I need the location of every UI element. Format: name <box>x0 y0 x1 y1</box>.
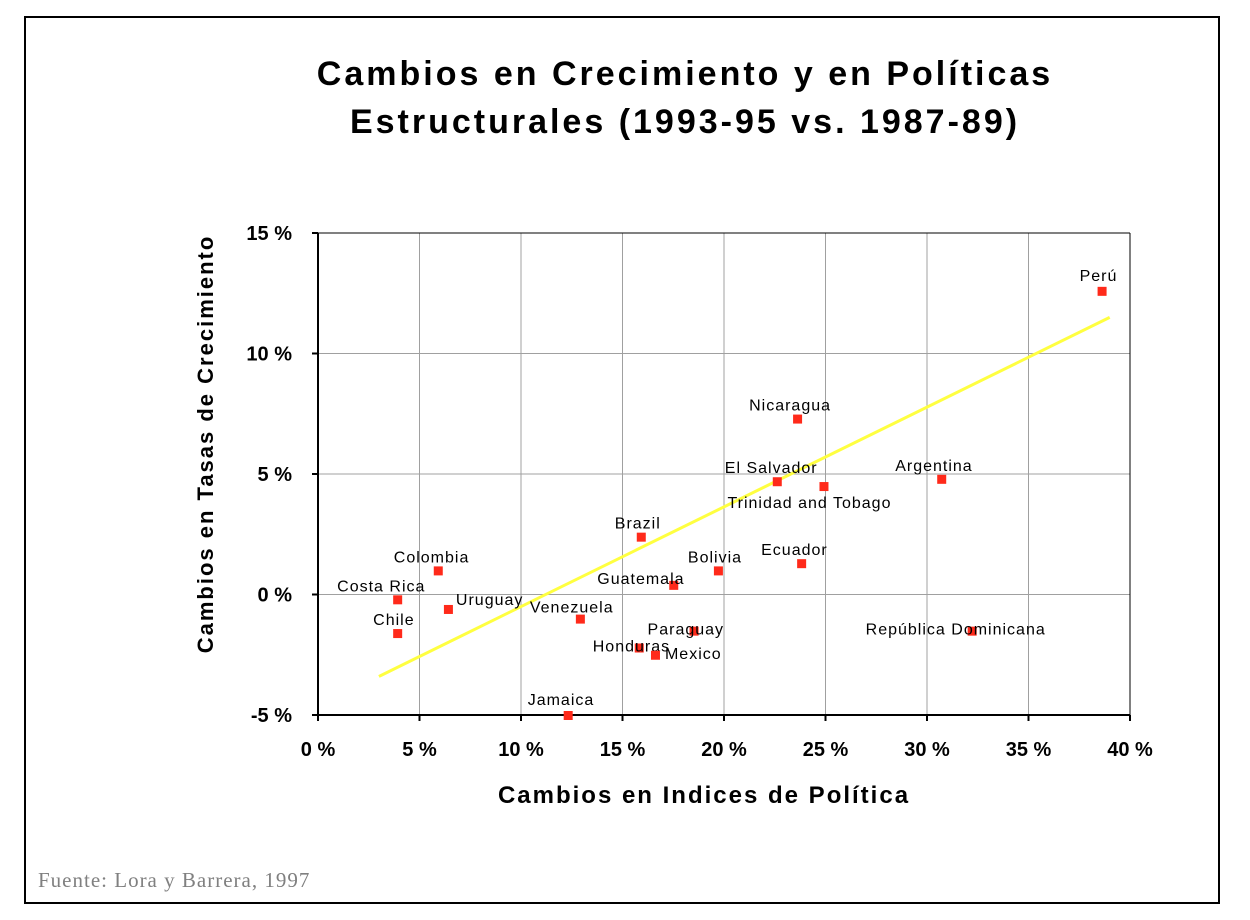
data-point-el-salvador <box>772 477 782 487</box>
point-label-colombia: Colombia <box>394 549 470 566</box>
data-point-costa-rica <box>393 595 403 605</box>
data-point-per- <box>1097 286 1107 296</box>
data-point-venezuela <box>575 614 585 624</box>
point-label-honduras: Honduras <box>593 639 670 656</box>
source-note: Fuente: Lora y Barrera, 1997 <box>38 868 311 892</box>
x-tick-label: 20 % <box>701 739 747 761</box>
x-tick-label: 10 % <box>498 739 544 761</box>
x-tick-label: 15 % <box>600 739 646 761</box>
x-tick-label: 30 % <box>904 739 950 761</box>
point-label-paraguay: Paraguay <box>648 622 725 639</box>
point-label-costa-rica: Costa Rica <box>337 578 425 595</box>
data-point-paraguay <box>689 626 699 636</box>
point-label-jamaica: Jamaica <box>528 692 595 709</box>
x-tick-label: 40 % <box>1107 739 1153 761</box>
data-point-argentina <box>937 474 947 484</box>
point-label-ecuador: Ecuador <box>761 542 828 559</box>
data-point-bolivia <box>713 566 723 576</box>
chart-title-line-2: Estructurales (1993-95 vs. 1987-89) <box>349 103 1021 141</box>
point-label-nicaragua: Nicaragua <box>749 398 831 415</box>
data-point-mexico <box>650 650 660 660</box>
y-tick-label: 10 % <box>246 344 292 366</box>
y-tick-label: 0 % <box>258 585 293 607</box>
x-tick-label: 5 % <box>402 739 437 761</box>
point-label-uruguay: Uruguay <box>456 592 523 609</box>
x-tick-label: 35 % <box>1006 739 1052 761</box>
chart-title: Cambios en Crecimiento y en Políticas Es… <box>0 50 1250 146</box>
point-label-brazil: Brazil <box>615 516 661 533</box>
y-tick-label: -5 % <box>251 705 292 727</box>
y-tick-label: 15 % <box>246 223 292 245</box>
x-axis-title: Cambios en Indices de Política <box>498 782 910 809</box>
point-label-chile: Chile <box>373 612 414 629</box>
point-label-rep-blica-dominicana: República Dominicana <box>866 622 1046 639</box>
data-point-trinidad-and-tobago <box>819 482 829 492</box>
point-label-guatemala: Guatemala <box>597 571 684 588</box>
y-axis-title: Cambios en Tasas de Crecimiento <box>193 235 218 654</box>
point-label-venezuela: Venezuela <box>530 600 614 617</box>
data-point-nicaragua <box>793 414 803 424</box>
data-point-jamaica <box>563 711 573 720</box>
data-point-colombia <box>433 566 443 576</box>
trend-line <box>378 316 1111 678</box>
x-tick-label: 0 % <box>301 739 336 761</box>
data-point-brazil <box>636 532 646 542</box>
x-tick-label: 25 % <box>803 739 849 761</box>
point-label-trinidad-and-tobago: Trinidad and Tobago <box>727 495 891 512</box>
point-label-per-: Perú <box>1080 268 1118 285</box>
data-point-uruguay <box>443 604 453 614</box>
data-point-guatemala <box>669 580 679 590</box>
data-point-ecuador <box>797 559 807 569</box>
point-label-bolivia: Bolivia <box>688 549 742 566</box>
data-point-rep-blica-dominicana <box>967 626 977 636</box>
y-tick-label: 5 % <box>258 464 293 486</box>
data-point-chile <box>393 629 403 639</box>
point-label-el-salvador: El Salvador <box>725 460 818 477</box>
point-label-mexico: Mexico <box>665 646 722 663</box>
chart-title-line-1: Cambios en Crecimiento y en Políticas <box>316 55 1054 93</box>
data-point-honduras <box>634 643 644 653</box>
point-label-argentina: Argentina <box>895 458 973 475</box>
